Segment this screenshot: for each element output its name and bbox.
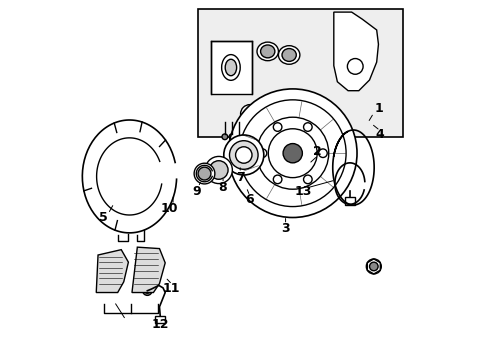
Circle shape [229, 141, 258, 169]
Circle shape [142, 286, 152, 296]
Circle shape [283, 144, 302, 163]
Text: 13: 13 [294, 185, 311, 198]
Circle shape [235, 147, 251, 163]
Circle shape [256, 117, 328, 189]
Circle shape [366, 259, 381, 274]
Text: 1: 1 [373, 102, 382, 115]
Text: 5: 5 [99, 211, 107, 224]
Circle shape [268, 129, 317, 177]
Ellipse shape [282, 49, 296, 62]
Circle shape [273, 175, 281, 184]
Circle shape [228, 89, 356, 217]
Text: 6: 6 [245, 193, 254, 206]
Circle shape [144, 288, 149, 293]
Circle shape [224, 135, 263, 175]
Circle shape [229, 134, 234, 140]
Text: 9: 9 [192, 185, 201, 198]
Circle shape [240, 105, 259, 123]
Bar [198, 9, 403, 137]
Circle shape [205, 157, 232, 184]
Text: 8: 8 [218, 181, 226, 194]
Text: 3: 3 [281, 222, 289, 235]
Circle shape [198, 167, 210, 180]
Polygon shape [132, 247, 165, 293]
Polygon shape [96, 249, 128, 293]
Circle shape [244, 108, 255, 120]
Circle shape [222, 134, 227, 140]
Bar [210, 41, 251, 94]
Ellipse shape [260, 45, 274, 58]
Text: 11: 11 [162, 283, 180, 296]
Text: 12: 12 [151, 318, 169, 331]
Circle shape [236, 134, 242, 140]
Circle shape [318, 149, 326, 157]
Text: 2: 2 [313, 145, 322, 158]
Ellipse shape [221, 55, 240, 80]
Ellipse shape [278, 46, 299, 64]
Circle shape [209, 161, 227, 179]
Ellipse shape [257, 42, 278, 61]
Circle shape [369, 262, 377, 271]
Polygon shape [333, 12, 378, 91]
Bar [155, 316, 165, 323]
Bar [344, 197, 354, 205]
Circle shape [303, 175, 311, 184]
Circle shape [303, 123, 311, 131]
Text: 4: 4 [375, 128, 384, 141]
Circle shape [258, 149, 266, 157]
Circle shape [194, 163, 214, 184]
Text: 7: 7 [235, 171, 244, 184]
Ellipse shape [225, 59, 236, 76]
Text: 10: 10 [161, 202, 178, 215]
Circle shape [273, 123, 281, 131]
